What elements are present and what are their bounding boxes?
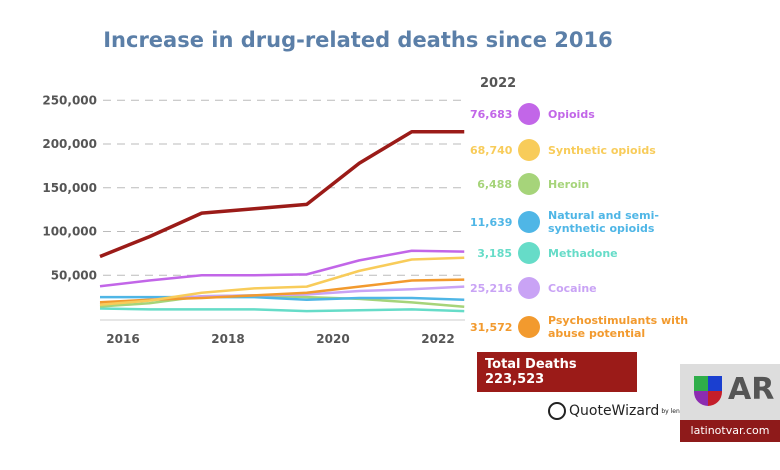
legend-item: 31,572 Psychostimulants with abuse potent… xyxy=(470,314,708,340)
legend-item: 68,740 Synthetic opioids xyxy=(470,139,708,161)
series-line-opioids xyxy=(99,249,465,288)
legend-label: Heroin xyxy=(548,177,590,191)
chart-title: Increase in drug-related deaths since 20… xyxy=(103,28,613,52)
legend-value: 11,639 xyxy=(470,215,513,229)
legend-item: 3,185 Methadone xyxy=(470,242,708,264)
y-tick-label: 50,000 xyxy=(51,268,97,282)
legend-dot xyxy=(518,242,540,264)
legend-dot xyxy=(518,139,540,161)
legend-dot xyxy=(518,173,540,195)
legend-dot xyxy=(518,316,540,338)
total-deaths-badge: Total Deaths 223,523 xyxy=(477,352,637,392)
x-tick-label: 2018 xyxy=(211,332,244,346)
legend-value: 76,683 xyxy=(470,107,513,121)
quotewizard-icon xyxy=(548,402,566,420)
legend-label: Natural and semi-synthetic opioids xyxy=(548,209,659,235)
series-line-synthetic-opioids xyxy=(99,256,465,306)
legend-item: 76,683 Opioids xyxy=(470,103,708,125)
x-tick-label: 2020 xyxy=(316,332,349,346)
legend-year: 2022 xyxy=(480,76,517,91)
univision-icon xyxy=(694,376,722,406)
legend-value: 31,572 xyxy=(470,320,513,334)
y-tick-label: 250,000 xyxy=(42,93,97,107)
legend-item: 11,639 Natural and semi-synthetic opioids xyxy=(470,209,708,235)
legend-dot xyxy=(518,103,540,125)
legend-dot xyxy=(518,277,540,299)
legend-label: Opioids xyxy=(548,107,595,121)
legend-item: 6,488 Heroin xyxy=(470,173,708,195)
legend-label: Psychostimulants with abuse potential xyxy=(548,314,689,340)
legend-value: 3,185 xyxy=(477,246,512,260)
series-line-methadone xyxy=(99,307,465,313)
series-line-total-deaths xyxy=(99,130,465,259)
legend-item: 25,216 Cocaine xyxy=(470,277,708,299)
legend-value: 6,488 xyxy=(477,177,512,191)
y-tick-label: 150,000 xyxy=(42,181,97,195)
y-tick-label: 100,000 xyxy=(42,225,97,239)
legend-label: Methadone xyxy=(548,246,618,260)
x-tick-label: 2022 xyxy=(421,332,454,346)
legend-label: Synthetic opioids xyxy=(548,143,656,157)
y-tick-label: 200,000 xyxy=(42,137,97,151)
univision-ar-logo: AR latinotvar.com xyxy=(680,364,780,442)
legend-value: 68,740 xyxy=(470,143,513,157)
x-tick-label: 2016 xyxy=(106,332,139,346)
series-line-natural-and-semi-synthetic-opioids xyxy=(100,295,465,301)
legend-value: 25,216 xyxy=(470,281,513,295)
legend-dot xyxy=(518,211,540,233)
series-line-heroin xyxy=(99,294,465,308)
line-chart: 50,000 100,000 150,000 200,000 250,000 2016 20… xyxy=(42,93,465,346)
legend-label: Cocaine xyxy=(548,281,597,295)
